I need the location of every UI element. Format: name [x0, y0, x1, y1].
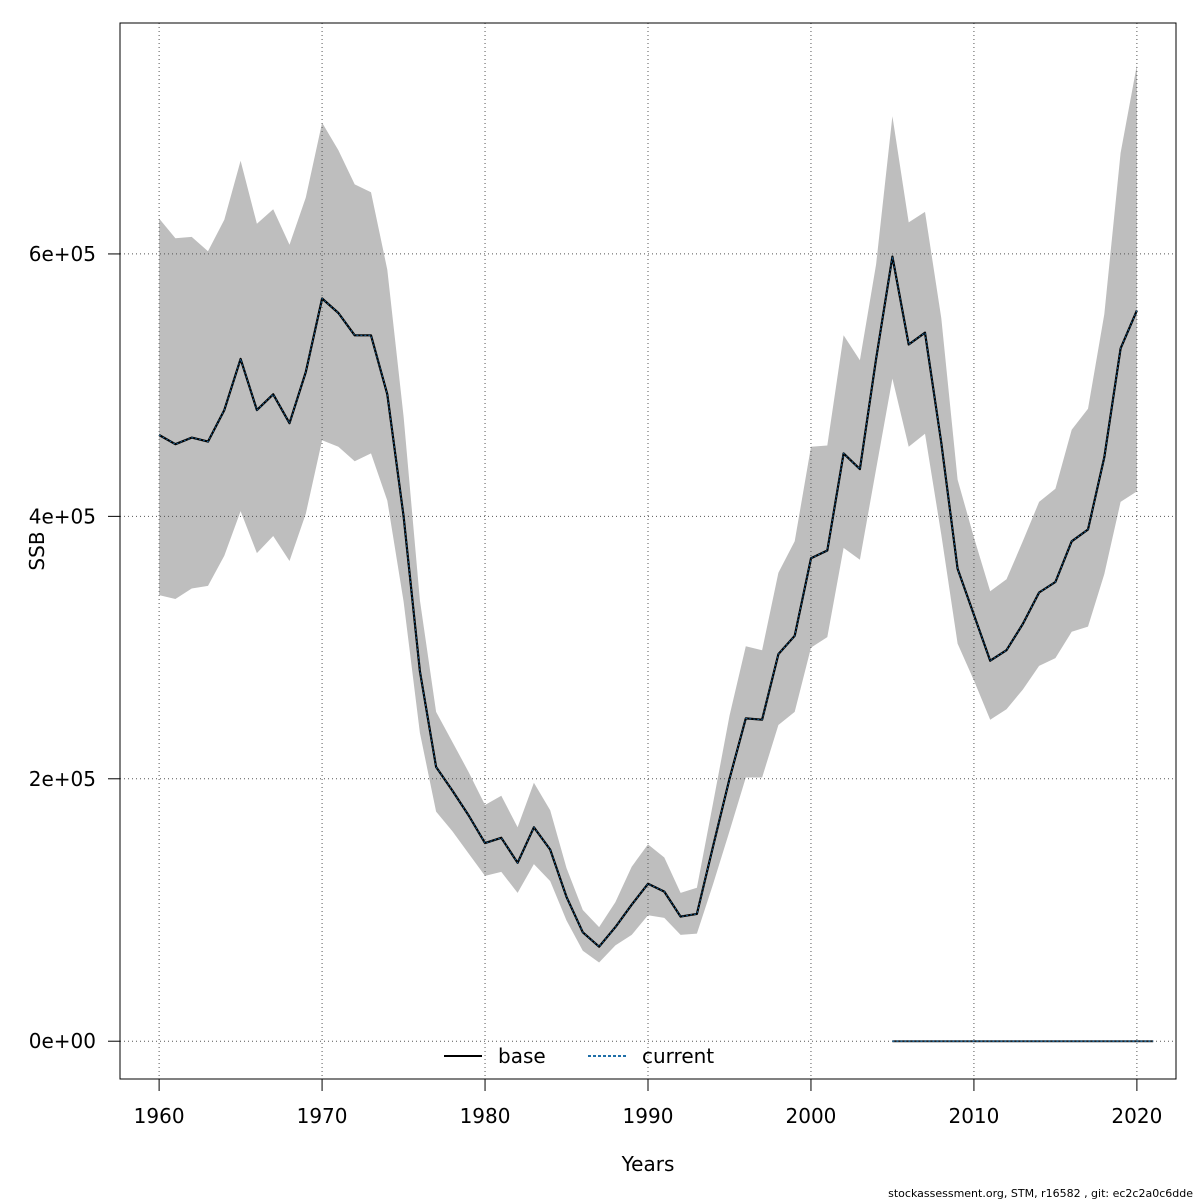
legend: base current — [444, 1044, 714, 1068]
x-tick-label: 1960 — [134, 1104, 185, 1128]
x-tick-label: 2000 — [786, 1104, 837, 1128]
series-line-base-overlay — [158, 256, 1138, 948]
y-tick-label: 0e+00 — [29, 1029, 96, 1053]
footer-note: stockassessment.org, STM, r16582 , git: … — [888, 1187, 1193, 1200]
y-tick-label: 4e+05 — [29, 504, 96, 528]
series-layer — [158, 255, 1154, 1043]
x-tick-label: 1980 — [460, 1104, 511, 1128]
legend-label-base: base — [498, 1044, 546, 1068]
x-tick-label: 2010 — [948, 1104, 999, 1128]
x-tick-label: 1990 — [623, 1104, 674, 1128]
y-tick-label: 2e+05 — [29, 767, 96, 791]
x-tick-label: 2020 — [1111, 1104, 1162, 1128]
y-tick-label: 6e+05 — [29, 242, 96, 266]
y-axis-title: SSB — [25, 531, 49, 570]
confidence-band-layer — [159, 65, 1137, 963]
legend-label-current: current — [642, 1044, 714, 1068]
axis-layer: 1960 1970 1980 1990 2000 2010 2020 0e+00 2e+05 4e… — [29, 242, 1163, 1128]
x-tick-label: 1970 — [297, 1104, 348, 1128]
confidence-band — [159, 65, 1137, 963]
x-axis-title: Years — [621, 1152, 675, 1176]
